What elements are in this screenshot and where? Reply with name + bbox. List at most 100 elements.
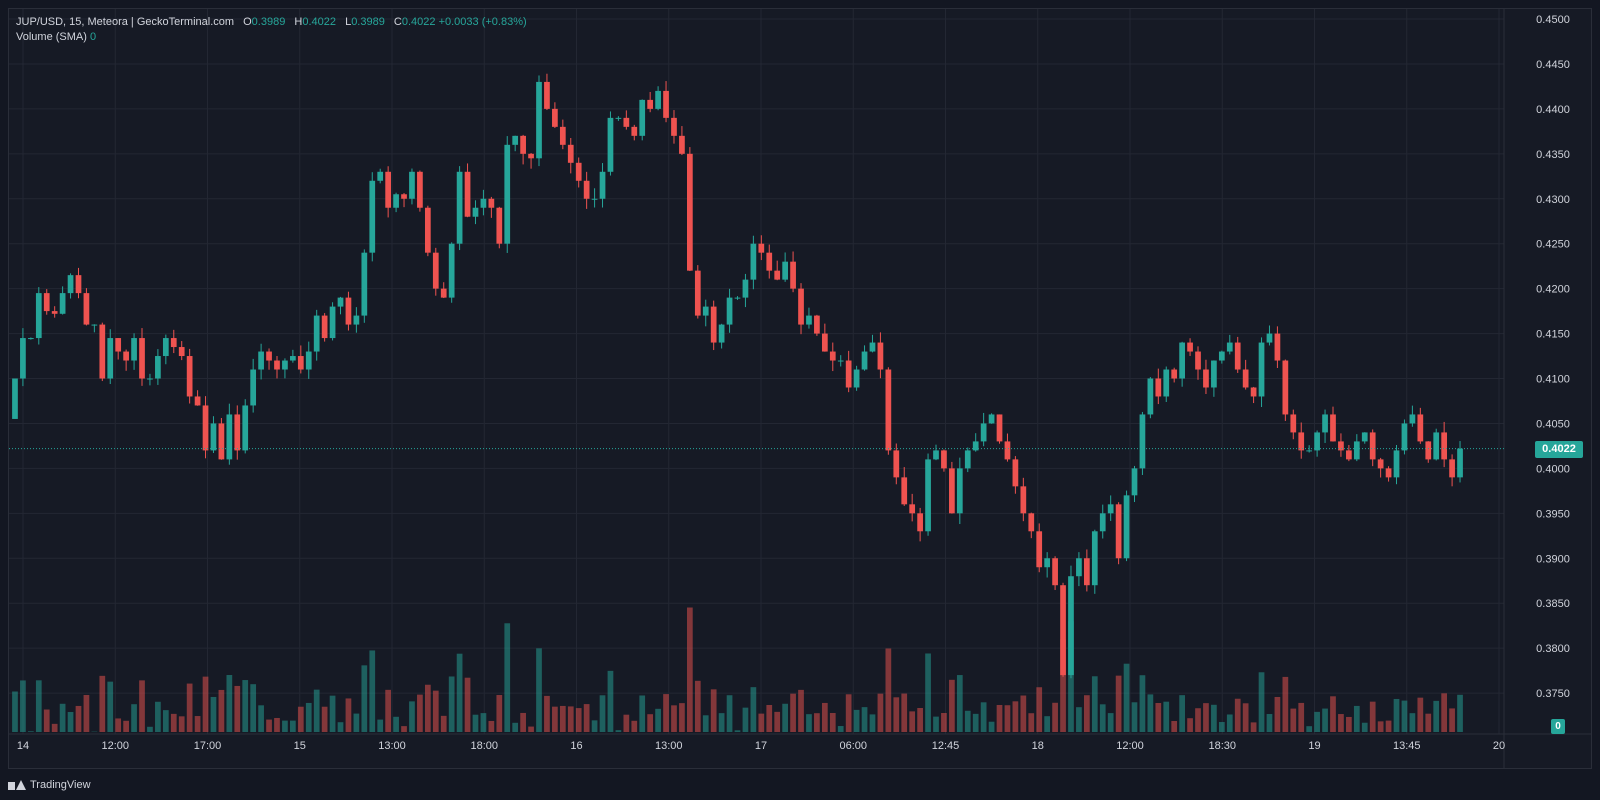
price-chart[interactable]: 0.4500 0.4450 0.4400 0.4350 0.4300 0.4250 0.42…: [9, 9, 1592, 769]
volume-bar: [210, 696, 217, 732]
volume-bar: [694, 680, 701, 732]
candle-body: [782, 261, 788, 280]
volume-bar: [1226, 714, 1233, 732]
candle-body: [1028, 513, 1035, 532]
volume-bar: [1274, 696, 1281, 732]
candle-body: [504, 144, 511, 244]
candle-body: [1123, 495, 1130, 559]
volume-bar: [139, 680, 145, 732]
chart-area[interactable]: 0.4500 0.4450 0.4400 0.4350 0.4300 0.4250 0.42…: [8, 8, 1592, 769]
volume-bar: [369, 650, 376, 732]
candle-body: [734, 297, 741, 299]
candle-body: [1274, 333, 1281, 361]
candle-body: [885, 369, 892, 451]
candle-body: [1441, 432, 1448, 460]
candle-body: [1044, 558, 1051, 568]
time-tick-label: 17:00: [194, 740, 222, 752]
volume-bar: [51, 723, 58, 732]
volume-bar: [599, 695, 606, 732]
candle-body: [20, 338, 26, 379]
candle-body: [1250, 387, 1257, 397]
candle-body: [996, 414, 1003, 442]
candle-body: [679, 135, 685, 154]
volume-bar: [1330, 696, 1336, 732]
candle-body: [1179, 342, 1185, 379]
candle-body: [583, 180, 590, 199]
candle-body: [933, 450, 939, 460]
candle-body: [401, 194, 407, 199]
volume-bar: [972, 713, 979, 732]
price-tick-label: 0.3800: [1536, 643, 1570, 655]
volume-bar: [591, 720, 598, 732]
volume-bar: [186, 683, 193, 732]
candle-body: [424, 207, 431, 253]
volume-bar: [480, 713, 487, 732]
candle-body: [980, 423, 987, 442]
volume-bar: [996, 704, 1003, 732]
volume-study-label[interactable]: Volume (SMA): [16, 31, 87, 43]
volume-bar: [520, 712, 526, 732]
candle-body: [234, 414, 241, 451]
tradingview-footer[interactable]: TradingView: [8, 776, 91, 794]
time-tick-label: 12:00: [1116, 740, 1144, 752]
candle-body: [702, 306, 709, 316]
time-tick-label: 12:45: [932, 740, 960, 752]
volume-bar: [67, 712, 74, 732]
candle-body: [671, 117, 677, 136]
volume-bar: [1060, 639, 1066, 732]
volume-bar: [59, 703, 66, 732]
candle-body: [1449, 459, 1455, 478]
volume-bar: [155, 701, 161, 732]
volume-bar: [234, 685, 241, 732]
volume-bar: [917, 707, 923, 732]
volume-bar: [1218, 722, 1225, 732]
volume-bar: [901, 693, 908, 732]
candle-body: [575, 162, 582, 181]
volume-bar: [440, 715, 447, 732]
volume-bar: [131, 704, 137, 732]
volume-bar: [1314, 711, 1320, 732]
candle-body: [1052, 558, 1058, 586]
volume-bar: [1425, 713, 1432, 732]
candle-body: [440, 288, 447, 298]
candle-body: [1433, 432, 1440, 460]
volume-bar: [559, 705, 566, 732]
volume-bar: [1147, 694, 1154, 732]
symbol-title[interactable]: JUP/USD, 15, Meteora | GeckoTerminal.com: [16, 16, 235, 28]
candle-body: [1226, 342, 1233, 352]
candle-body: [139, 338, 145, 379]
candles: [12, 73, 1463, 679]
candle-body: [91, 324, 98, 326]
volume-bar: [385, 689, 392, 732]
candle-body: [305, 351, 312, 370]
candle-body: [321, 315, 328, 339]
candle-body: [742, 279, 749, 298]
volume-bar: [567, 706, 574, 732]
volume-bar: [774, 711, 781, 732]
price-tick-label: 0.3750: [1536, 688, 1570, 700]
candle-body: [964, 450, 971, 469]
candle-body: [758, 243, 765, 253]
candle-body: [1298, 432, 1305, 451]
volume-bar: [845, 694, 852, 732]
volume-bar: [496, 695, 503, 732]
price-tick-label: 0.4000: [1536, 463, 1570, 475]
candle-body: [393, 194, 399, 208]
volume-bar: [1385, 720, 1392, 732]
candle-body: [202, 405, 209, 451]
time-tick-label: 15: [294, 740, 306, 752]
volume-bar: [432, 690, 439, 732]
candle-body: [313, 315, 320, 352]
candle-body: [663, 90, 669, 118]
candle-body: [909, 504, 916, 514]
candle-body: [107, 338, 114, 379]
candle-body: [544, 81, 550, 109]
volume-bar: [663, 694, 669, 732]
volume-bar: [456, 653, 463, 732]
candle-body: [369, 180, 376, 253]
candle-body: [266, 351, 272, 361]
candle-body: [798, 288, 804, 325]
candle-body: [845, 360, 852, 388]
volume-value-tag: 0: [1551, 719, 1565, 734]
candle-body: [218, 423, 225, 460]
